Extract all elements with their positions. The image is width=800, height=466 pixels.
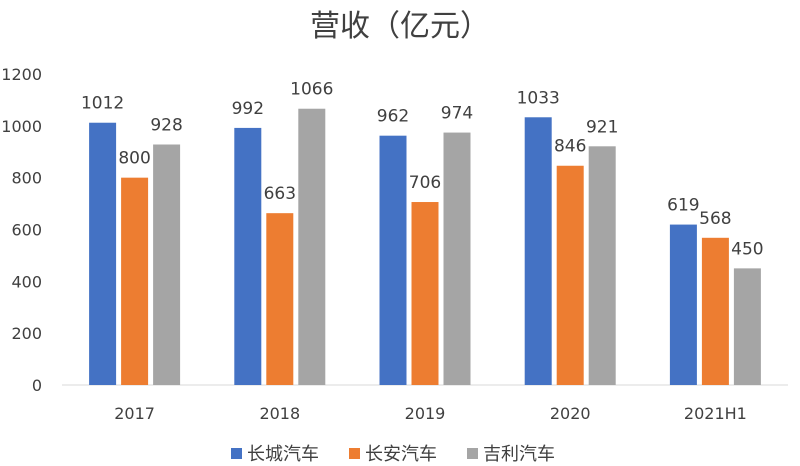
- y-tick-label: 600: [11, 221, 42, 240]
- x-axis: 2017 2018 2019 2020 2021H1: [114, 404, 747, 423]
- legend-swatch: [231, 448, 242, 459]
- bar: [733, 268, 761, 385]
- bar: [443, 132, 471, 385]
- legend-label: 长城汽车: [247, 444, 319, 465]
- bar: [524, 117, 552, 386]
- data-label: 962: [377, 107, 409, 127]
- y-tick-label: 0: [32, 376, 42, 395]
- bar: [556, 165, 584, 385]
- data-label: 1012: [81, 94, 124, 114]
- bar: [234, 127, 262, 385]
- bar: [411, 202, 439, 385]
- bar: [121, 177, 149, 385]
- x-tick-label: 2019: [405, 404, 446, 423]
- bar: [153, 144, 181, 385]
- data-label: 663: [264, 184, 296, 204]
- legend-label: 吉利汽车: [483, 444, 555, 465]
- bar: [379, 135, 407, 385]
- y-tick-label: 1200: [1, 65, 42, 84]
- data-label: 568: [699, 209, 731, 229]
- y-tick-label: 400: [11, 272, 42, 291]
- y-tick-label: 800: [11, 169, 42, 188]
- legend: 长城汽车 长安汽车 吉利汽车: [231, 444, 555, 465]
- data-label: 974: [441, 104, 473, 124]
- y-tick-label: 1000: [1, 117, 42, 136]
- chart-title: 营收（亿元）: [310, 9, 490, 44]
- data-label: 921: [586, 117, 618, 137]
- bar: [298, 108, 326, 385]
- data-label: 1033: [517, 88, 560, 108]
- data-label: 800: [118, 149, 150, 169]
- legend-label: 长安汽车: [365, 444, 437, 465]
- x-tick-label: 2021H1: [684, 404, 747, 423]
- bar: [669, 224, 697, 385]
- data-label: 450: [731, 239, 763, 259]
- bar: [89, 122, 117, 386]
- x-tick-label: 2020: [550, 404, 591, 423]
- data-label: 846: [554, 137, 586, 157]
- legend-swatch: [467, 448, 478, 459]
- x-tick-label: 2017: [114, 404, 155, 423]
- data-label: 992: [232, 99, 264, 119]
- bar: [588, 146, 616, 385]
- bars: [89, 108, 761, 386]
- data-label: 619: [667, 196, 699, 216]
- legend-swatch: [349, 448, 360, 459]
- data-label: 928: [150, 115, 182, 135]
- data-label: 706: [409, 173, 441, 193]
- data-label: 1066: [290, 80, 333, 100]
- bar: [266, 213, 294, 385]
- bar: [701, 237, 729, 385]
- x-tick-label: 2018: [259, 404, 300, 423]
- y-axis: 0 200 400 600 800 1000 1200: [1, 65, 42, 395]
- y-tick-label: 200: [11, 324, 42, 343]
